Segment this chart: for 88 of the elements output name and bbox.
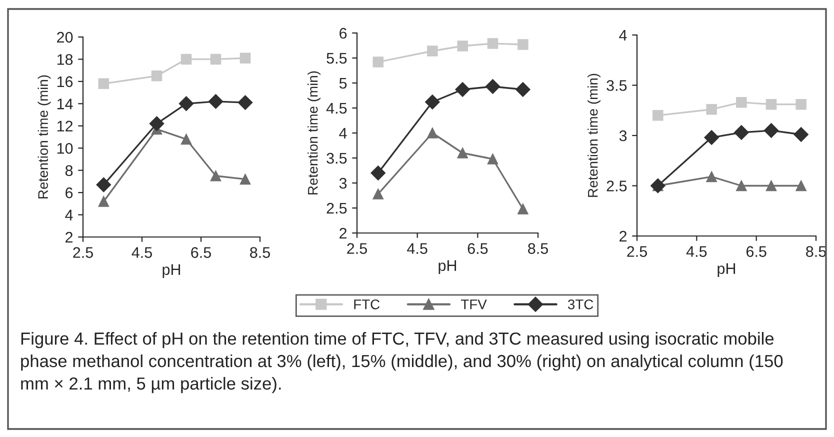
point <box>796 98 806 110</box>
point <box>736 180 747 192</box>
y-tick-label: 6 <box>340 28 347 39</box>
point <box>151 70 162 82</box>
y-tick-label: 5 <box>339 78 347 89</box>
x-tick-label: 6.5 <box>746 246 766 257</box>
point <box>427 46 438 56</box>
x-tick-label: 4.5 <box>132 247 152 258</box>
x-tick-label: 8.5 <box>806 246 826 257</box>
legend-label: TFV <box>460 300 487 310</box>
y-tick-label: 3.5 <box>606 80 627 91</box>
x-tick-label: 8.5 <box>528 243 548 254</box>
y-tick-label: 2 <box>340 228 347 239</box>
y-tick-label: 10 <box>57 142 73 154</box>
point <box>518 204 528 214</box>
y-tick-label: 6 <box>66 187 73 198</box>
point <box>149 116 164 132</box>
point <box>518 39 528 50</box>
point <box>180 134 192 145</box>
point <box>96 177 112 192</box>
point <box>796 180 806 192</box>
point <box>704 130 719 145</box>
y-tick-label: 5.5 <box>326 53 347 64</box>
point <box>180 54 192 65</box>
point <box>516 82 530 97</box>
x-axis-title: pH <box>438 260 456 274</box>
caption: Figure 4. Effect of pH on the retention time of FTC, TFV, and 3TC measured using isocratic mobile phase methanol concentration at 3% (left), 15% (middle), and 30% (right) on analytical column (150 mm × 2.1 mm, 5 µm particle size). <box>21 332 783 394</box>
point <box>487 154 498 164</box>
point <box>734 125 749 140</box>
point <box>455 82 470 97</box>
x-axis-title: pH <box>162 264 180 278</box>
y-axis-title: Retention time (min) <box>588 74 600 197</box>
point <box>766 98 777 110</box>
point <box>706 104 717 115</box>
point <box>372 188 384 200</box>
y-tick-label: 8 <box>65 165 73 176</box>
y-tick-label: 20 <box>57 32 73 43</box>
y-tick-label: 4.5 <box>326 103 347 114</box>
x-tick-label: 2.5 <box>347 243 367 254</box>
x-tick-label: 4.5 <box>407 243 428 254</box>
y-tick-label: 12 <box>57 120 73 132</box>
x-axis-title: pH <box>718 263 736 277</box>
x-tick-label: 6.5 <box>191 247 211 258</box>
y-tick-label: 4 <box>339 128 347 139</box>
point <box>766 180 777 192</box>
y-tick-label: 2.5 <box>606 180 627 192</box>
point <box>372 56 384 68</box>
point <box>764 123 779 138</box>
point <box>178 96 194 112</box>
point <box>238 95 253 110</box>
point <box>370 166 386 180</box>
y-tick-label: 2 <box>66 232 73 243</box>
y-tick-label: 18 <box>57 54 73 65</box>
y-tick-label: 3 <box>619 130 627 142</box>
point <box>425 94 440 110</box>
legend-label: 3TC <box>568 299 594 310</box>
point <box>794 127 808 142</box>
x-tick-label: 2.5 <box>627 246 647 257</box>
point <box>210 54 222 65</box>
point <box>210 170 222 182</box>
point <box>487 38 498 49</box>
y-tick-label: 16 <box>57 76 73 88</box>
x-tick-label: 8.5 <box>250 247 270 258</box>
y-tick-label: 2.5 <box>326 202 347 214</box>
y-axis-title: Retention time (min) <box>38 75 51 198</box>
y-tick-label: 2 <box>620 230 627 242</box>
point <box>706 171 717 182</box>
y-tick-label: 3.5 <box>326 152 347 164</box>
y-tick-label: 4 <box>619 30 627 41</box>
point <box>485 79 500 94</box>
point <box>98 196 110 207</box>
point <box>457 40 468 52</box>
point <box>240 52 251 64</box>
y-tick-label: 14 <box>57 98 73 110</box>
point <box>240 174 251 185</box>
legend-label: FTC <box>354 299 380 310</box>
point <box>457 148 468 158</box>
x-tick-label: 2.5 <box>73 247 93 258</box>
point <box>208 94 224 109</box>
point <box>652 110 664 121</box>
point <box>427 128 438 138</box>
point <box>736 96 747 108</box>
x-tick-label: 6.5 <box>468 243 488 254</box>
x-tick-label: 4.5 <box>686 246 707 257</box>
point <box>98 78 110 90</box>
y-axis-title: Retention time (min) <box>308 71 320 194</box>
y-tick-label: 4 <box>65 210 73 220</box>
y-tick-label: 3 <box>339 178 347 189</box>
